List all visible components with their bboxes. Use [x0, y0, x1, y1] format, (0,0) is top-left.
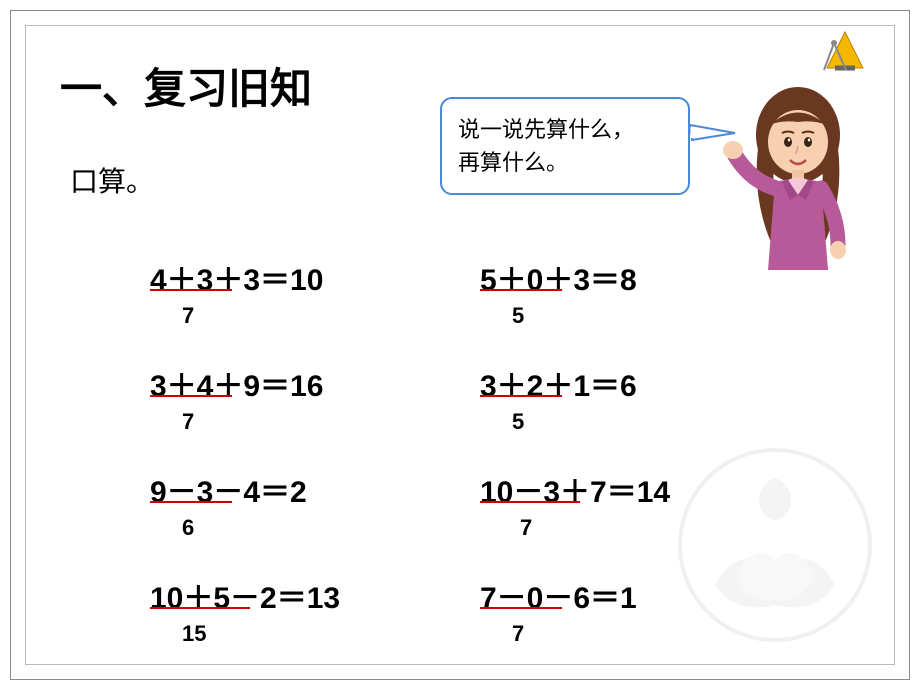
intermediate-result: 5 [512, 409, 810, 435]
problem-row: 3＋4＋9＝16 73＋2＋1＝6 5 [150, 361, 850, 435]
first-step-underline [150, 395, 232, 397]
first-step-underline [480, 607, 562, 609]
equation: 3＋4＋9＝16 [150, 361, 323, 405]
speech-line-2: 再算什么。 [458, 146, 672, 179]
problem-cell: 3＋2＋1＝6 5 [480, 361, 810, 435]
first-step-underline [480, 289, 562, 291]
problem-row: 4＋3＋3＝10 75＋0＋3＝8 5 [150, 255, 850, 329]
intermediate-result: 15 [182, 621, 480, 647]
equation: 9－3－4＝2 [150, 467, 307, 511]
section-title: 一、复习旧知 [60, 55, 312, 116]
tools-icon [820, 28, 870, 83]
equation: 4＋3＋3＝10 [150, 255, 323, 299]
intermediate-result: 7 [182, 409, 480, 435]
watermark-icon [675, 445, 875, 650]
intermediate-result: 5 [512, 303, 810, 329]
speech-bubble: 说一说先算什么， 再算什么。 [440, 97, 690, 195]
first-step-underline [150, 289, 232, 291]
equation: 3＋2＋1＝6 [480, 361, 637, 405]
equation: 5＋0＋3＝8 [480, 255, 637, 299]
first-step-underline [480, 501, 580, 503]
problem-cell: 9－3－4＝2 6 [150, 467, 480, 541]
teacher-illustration [720, 80, 880, 270]
problem-cell: 4＋3＋3＝10 7 [150, 255, 480, 329]
first-step-underline [150, 501, 232, 503]
first-step-underline [150, 607, 250, 609]
equation: 10＋5－2＝13 [150, 573, 340, 617]
subtitle: 口算。 [70, 160, 154, 200]
equation: 7－0－6＝1 [480, 573, 637, 617]
intermediate-result: 6 [182, 515, 480, 541]
problem-cell: 3＋4＋9＝16 7 [150, 361, 480, 435]
equation: 10－3＋7＝14 [480, 467, 670, 511]
problem-cell: 5＋0＋3＝8 5 [480, 255, 810, 329]
problem-cell: 10＋5－2＝13 15 [150, 573, 480, 647]
speech-line-1: 说一说先算什么， [458, 113, 672, 146]
first-step-underline [480, 395, 562, 397]
intermediate-result: 7 [182, 303, 480, 329]
